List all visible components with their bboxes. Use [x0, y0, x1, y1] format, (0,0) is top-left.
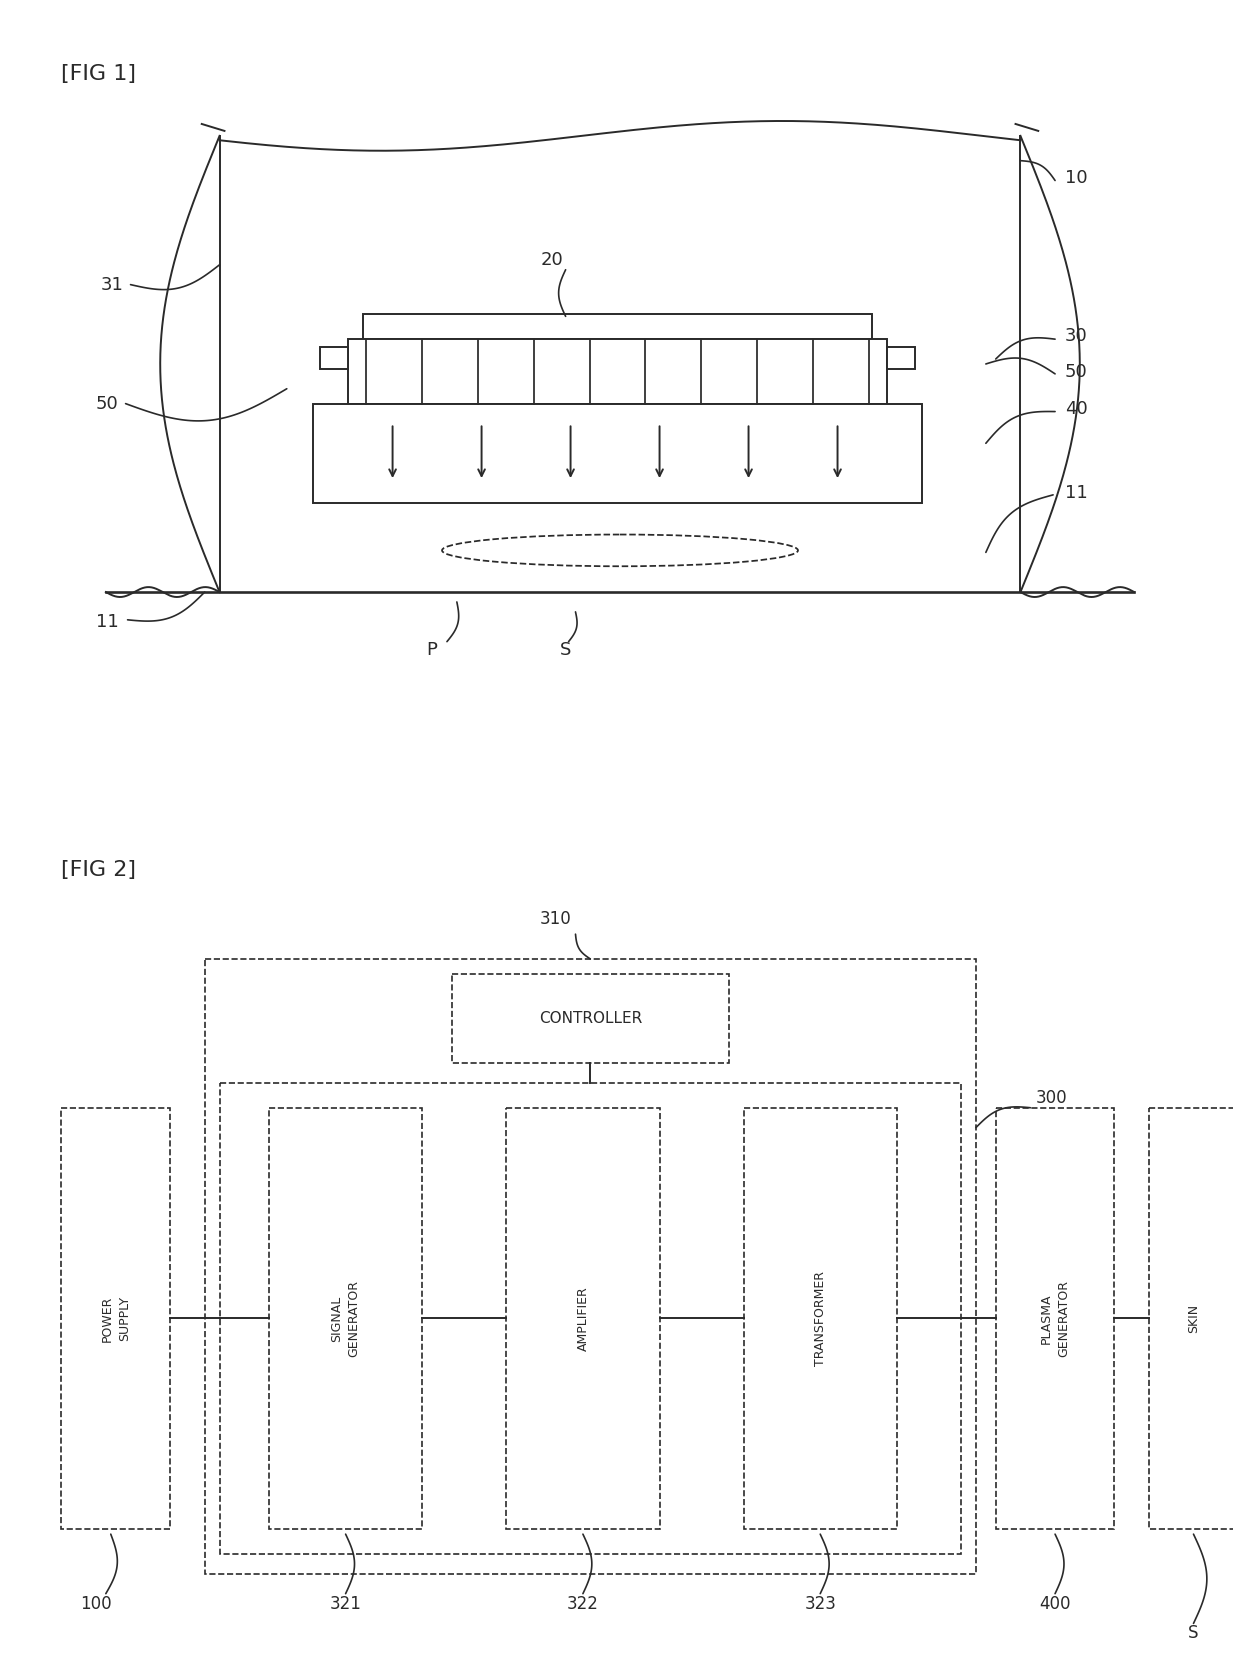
Text: 321: 321 — [330, 1594, 362, 1613]
Text: P: P — [427, 641, 438, 659]
Text: 323: 323 — [805, 1594, 836, 1613]
Text: SIGNAL
GENERATOR: SIGNAL GENERATOR — [331, 1280, 361, 1357]
Bar — [205, 959, 976, 1574]
Text: S: S — [560, 641, 572, 659]
Text: 11: 11 — [1065, 483, 1087, 502]
Bar — [1149, 1108, 1238, 1529]
Bar — [348, 340, 887, 403]
Text: 50: 50 — [95, 395, 119, 413]
Text: SKIN: SKIN — [1187, 1303, 1200, 1333]
Text: 322: 322 — [567, 1594, 599, 1613]
Text: TRANSFORMER: TRANSFORMER — [813, 1271, 827, 1365]
Text: 300: 300 — [1035, 1089, 1066, 1108]
Bar — [506, 1108, 660, 1529]
Text: [FIG 1]: [FIG 1] — [61, 65, 136, 84]
Bar — [744, 1108, 897, 1529]
Text: POWER
SUPPLY: POWER SUPPLY — [100, 1295, 130, 1342]
Text: 310: 310 — [539, 910, 572, 929]
Text: [FIG 2]: [FIG 2] — [61, 860, 136, 880]
Text: 100: 100 — [81, 1594, 112, 1613]
Bar — [996, 1108, 1115, 1529]
Bar — [269, 1108, 423, 1529]
Bar — [451, 974, 729, 1062]
Bar — [219, 1082, 961, 1554]
Text: AMPLIFIER: AMPLIFIER — [577, 1287, 589, 1350]
Text: 50: 50 — [1065, 363, 1087, 381]
Text: S: S — [1188, 1624, 1199, 1643]
Text: 11: 11 — [95, 612, 119, 631]
Text: 30: 30 — [1065, 328, 1087, 345]
Bar — [363, 315, 872, 340]
Bar — [887, 346, 915, 370]
Text: 10: 10 — [1065, 169, 1087, 186]
Text: CONTROLLER: CONTROLLER — [538, 1010, 642, 1026]
Bar — [320, 346, 348, 370]
Text: 400: 400 — [1039, 1594, 1071, 1613]
Text: 31: 31 — [100, 276, 124, 294]
Text: 20: 20 — [541, 251, 564, 269]
Text: PLASMA
GENERATOR: PLASMA GENERATOR — [1040, 1280, 1070, 1357]
Text: 40: 40 — [1065, 400, 1087, 418]
Bar — [314, 403, 921, 504]
Bar — [61, 1108, 170, 1529]
